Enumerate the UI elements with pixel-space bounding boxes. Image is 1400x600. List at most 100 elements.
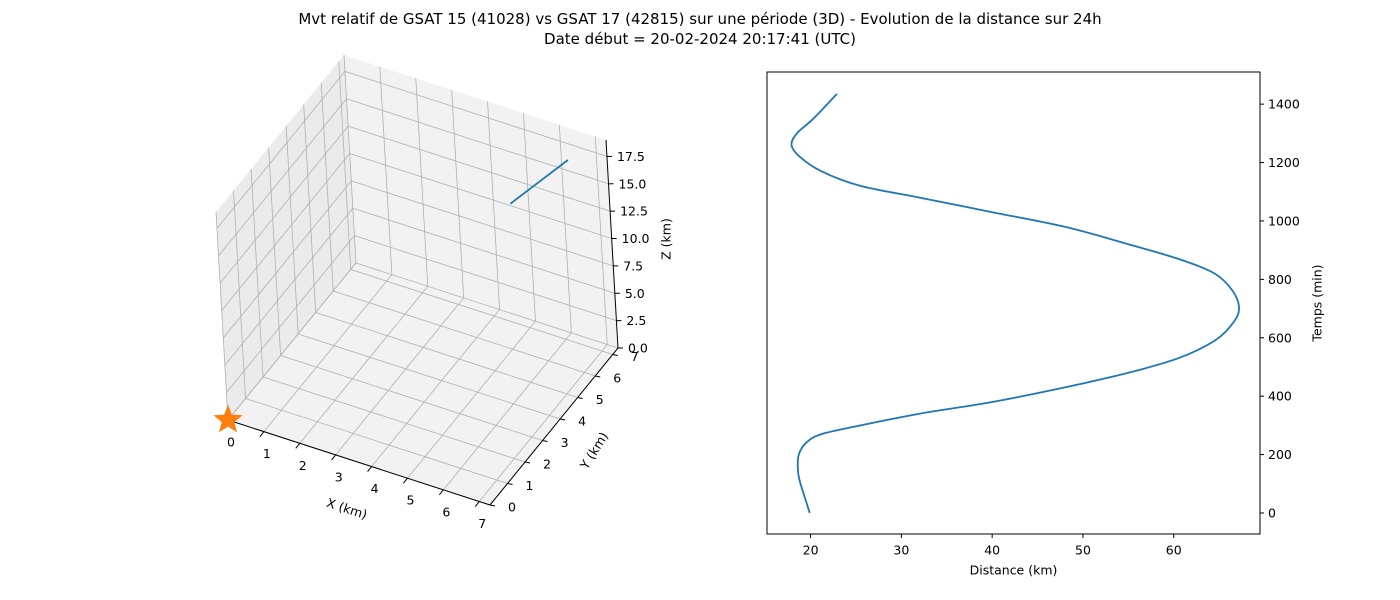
grid-y-left (303, 104, 317, 313)
y-axis-label: Y (km) (576, 429, 611, 472)
figure-subtitle: Date début = 20-02-2024 20:17:41 (UTC) (544, 30, 856, 48)
grid-y-floor (298, 333, 561, 420)
y-tick (542, 439, 548, 442)
z-tick-label: 10.0 (622, 231, 650, 246)
grid-x-floor (407, 320, 536, 479)
grid-y-floor (333, 290, 596, 377)
grid-y-left (320, 82, 334, 291)
grid-y-left (338, 61, 352, 270)
y-axis-label: Temps (min) (1310, 264, 1325, 342)
grid-x-back (379, 66, 393, 275)
x-axis-line (227, 419, 491, 506)
x-tick-label: 6 (442, 504, 450, 519)
x-tick-label: 50 (1075, 543, 1091, 558)
grid-x-back (451, 89, 465, 298)
plot-frame (766, 71, 1261, 535)
x-tick-label: 20 (803, 543, 819, 558)
grid-z-back (346, 98, 609, 185)
grid-z-left (218, 98, 347, 257)
grid-y-left (215, 211, 229, 421)
grid-x-floor (299, 286, 429, 444)
grid-y-floor (315, 312, 578, 398)
grid-z-back (349, 153, 612, 239)
y-tick-label: 1400 (1268, 97, 1300, 112)
z-tick-label: 5.0 (625, 286, 645, 301)
y-tick-label: 5 (596, 392, 604, 407)
x-tick-label: 4 (371, 481, 379, 496)
grid-z-left (227, 262, 357, 421)
grid-y-left (285, 125, 299, 334)
grid-y-floor (280, 355, 543, 441)
z-axis-line (605, 139, 619, 349)
pane-floor (228, 263, 618, 505)
y-axis-line (489, 347, 619, 506)
x-tick-label: 60 (1166, 543, 1182, 558)
grid-x-floor (335, 297, 464, 456)
y-tick-label: 400 (1268, 389, 1292, 404)
y-tick (595, 375, 601, 378)
grid-z-back (355, 262, 619, 349)
grid-z-back (352, 207, 615, 294)
x-tick (367, 466, 372, 472)
x-tick-label: 2 (299, 458, 307, 473)
grid-x-floor (371, 309, 500, 467)
y-tick-label: 600 (1268, 330, 1292, 345)
y-tick-label: 200 (1268, 447, 1292, 462)
y-tick-label: 0 (1268, 505, 1276, 520)
grid-y-floor (262, 376, 526, 463)
z-tick-label: 0.0 (628, 341, 648, 356)
grid-z-back (347, 125, 611, 212)
y-tick-label: 1200 (1268, 155, 1300, 170)
grid-z-back (351, 180, 614, 267)
y-tick-label: 0 (508, 500, 516, 515)
distance-curve (790, 93, 1241, 514)
chart-3d-trajectory: 01234567012345670.02.55.07.510.012.515.0… (213, 54, 674, 531)
grid-z-left (219, 125, 349, 284)
trajectory-line (509, 159, 569, 205)
chart-distance-vs-time: 20 30 40 50 600200400600800100012001400Dista… (766, 71, 1325, 578)
x-tick-label: 3 (335, 469, 343, 484)
y-tick-label: 1000 (1268, 213, 1300, 228)
y-tick-label: 3 (561, 435, 569, 450)
x-tick-label: 7 (478, 516, 486, 531)
x-tick (331, 454, 337, 461)
x-tick (474, 501, 480, 507)
figure-title: Mvt relatif de GSAT 15 (41028) vs GSAT 1… (298, 10, 1102, 28)
grid-y-left (250, 168, 264, 378)
y-tick-label: 7 (631, 349, 639, 364)
z-axis-label: Z (km) (659, 218, 674, 260)
grid-x-floor (443, 332, 572, 491)
y-tick-label: 6 (613, 370, 621, 385)
y-tick (489, 504, 496, 507)
x-tick-label: 0 (227, 435, 235, 450)
y-tick-label: 4 (578, 413, 586, 428)
grid-z-left (226, 235, 355, 393)
pane-back-wall (344, 55, 618, 348)
y-tick (560, 418, 566, 421)
grid-x-back (558, 124, 572, 333)
grid-z-left (221, 153, 350, 311)
grid-y-floor (350, 269, 613, 355)
z-tick-label: 7.5 (623, 258, 643, 273)
grid-x-back (415, 78, 429, 287)
grid-z-left (224, 208, 354, 366)
y-tick (612, 353, 618, 356)
z-tick-label: 12.5 (620, 204, 648, 219)
grid-z-back (344, 71, 608, 157)
x-tick (438, 489, 444, 496)
grid-y-left (268, 147, 282, 356)
z-tick-label: 2.5 (626, 313, 646, 328)
grid-x-back (523, 113, 536, 322)
grid-x-back (594, 136, 608, 345)
y-tick-label: 800 (1268, 272, 1292, 287)
y-tick (524, 461, 531, 464)
x-tick-label: 5 (406, 493, 414, 508)
grid-x-floor (263, 274, 393, 432)
x-axis-label: Distance (km) (970, 563, 1058, 578)
z-tick-label: 17.5 (617, 149, 645, 164)
grid-x-back (343, 54, 357, 264)
x-tick-label: 40 (984, 543, 1000, 558)
x-tick (259, 431, 265, 437)
y-tick (577, 396, 583, 399)
